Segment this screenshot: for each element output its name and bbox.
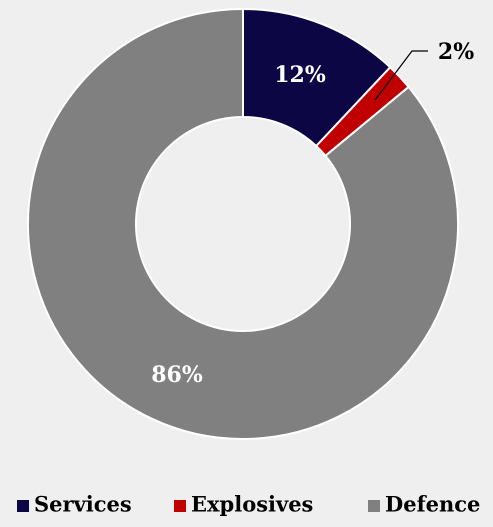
data-label-explosives: 2%	[438, 39, 474, 65]
slice-defence	[27, 7, 459, 440]
legend-label-services: Services	[34, 492, 132, 517]
legend-label-explosives: Explosives	[191, 492, 313, 517]
legend-swatch-defence	[368, 500, 380, 512]
data-label-defence: 86%	[151, 362, 203, 388]
data-labels: 12% 2% 86%	[151, 39, 474, 388]
donut-slices	[27, 7, 459, 440]
data-label-services: 12%	[274, 62, 326, 88]
legend-swatch-services	[17, 500, 29, 512]
legend-swatch-explosives	[174, 500, 186, 512]
legend: Services Explosives Defence	[17, 492, 480, 517]
leader-line-explosives	[374, 50, 428, 101]
leader-lines	[374, 50, 428, 101]
legend-label-defence: Defence	[385, 492, 480, 517]
